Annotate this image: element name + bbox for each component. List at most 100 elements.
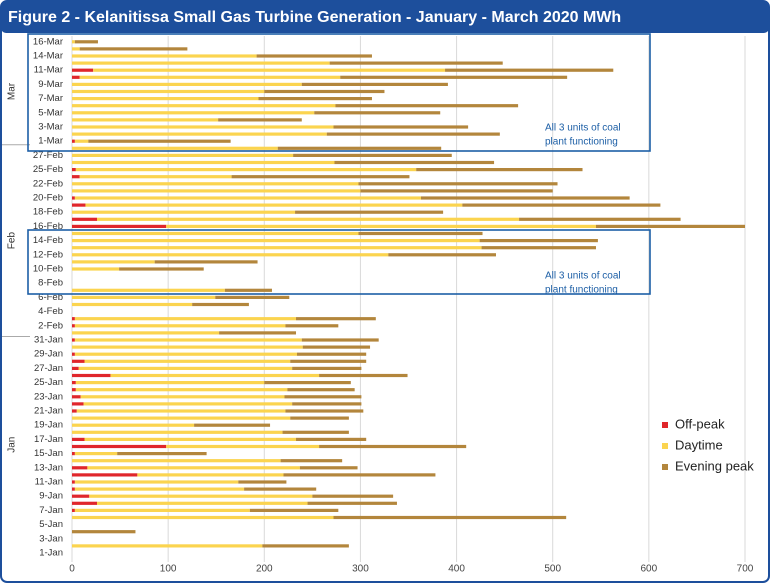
- x-tick-label: 300: [352, 564, 369, 575]
- bar-segment: [264, 89, 385, 94]
- y-tick-label: 7-Jan: [39, 505, 63, 516]
- bar-segment: [74, 352, 297, 356]
- y-tick-label: 27-Jan: [34, 363, 63, 374]
- bar-segment: [72, 253, 389, 257]
- bar-segment: [72, 196, 75, 200]
- legend-swatch: [662, 422, 668, 428]
- y-tick-label: 7-Mar: [38, 93, 63, 104]
- bar-segment: [72, 544, 263, 548]
- y-tick-label: 11-Jan: [35, 477, 63, 488]
- bar-segment: [296, 352, 367, 356]
- annotation: All 3 units of coal: [545, 123, 621, 134]
- bar-segment: [72, 473, 138, 477]
- bar-segment: [72, 416, 291, 420]
- bar-segment: [72, 217, 97, 221]
- bar-segment: [290, 359, 367, 363]
- y-tick-label: 23-Jan: [34, 391, 63, 402]
- x-tick-label: 400: [448, 564, 465, 575]
- bar-segment: [301, 82, 448, 86]
- bar-segment: [72, 246, 482, 250]
- bar-segment: [72, 501, 97, 505]
- bar-segment: [284, 395, 362, 399]
- bar-segment: [88, 139, 231, 143]
- x-tick-label: 100: [160, 564, 177, 575]
- bar-segment: [238, 480, 287, 484]
- bar-segment: [154, 260, 258, 264]
- bar-segment: [72, 324, 75, 328]
- bar-segment: [74, 487, 245, 491]
- bar-segment: [87, 466, 300, 470]
- bar-segment: [83, 402, 293, 406]
- bar-segment: [72, 75, 80, 79]
- bar-segment: [72, 132, 327, 136]
- y-tick-label: 3-Mar: [38, 122, 63, 133]
- bar-segment: [75, 388, 288, 392]
- y-tick-label: 9-Jan: [39, 491, 63, 502]
- bar-segment: [302, 345, 371, 349]
- bar-segment: [333, 125, 469, 129]
- y-tick-label: 9-Mar: [38, 79, 63, 90]
- bar-segment: [194, 423, 271, 427]
- bar-segment: [256, 54, 372, 58]
- bar-segment: [283, 473, 436, 477]
- bar-segment: [72, 153, 294, 157]
- bar-segment: [292, 402, 362, 406]
- bar-segment: [416, 168, 583, 172]
- bar-segment: [119, 267, 204, 271]
- bar-segment: [72, 182, 359, 186]
- bar-segment: [72, 444, 167, 449]
- bar-segment: [79, 47, 188, 51]
- x-tick-label: 700: [737, 564, 754, 575]
- bar-segment: [296, 317, 376, 321]
- bar-segment: [84, 359, 291, 363]
- bar-segment: [319, 373, 408, 378]
- bar-segment: [166, 444, 320, 449]
- bar-segment: [79, 175, 232, 179]
- y-tick-label: 16-Mar: [33, 36, 63, 47]
- y-tick-label: 27-Feb: [33, 150, 63, 161]
- y-tick-label: 18-Feb: [33, 207, 63, 218]
- x-tick-label: 0: [69, 564, 75, 575]
- bar-segment: [72, 409, 77, 413]
- bar-segment: [319, 444, 467, 449]
- group-label: Feb: [7, 232, 18, 250]
- y-tick-label: 22-Feb: [33, 178, 63, 189]
- bar-segment: [72, 352, 75, 356]
- bar-segment: [72, 82, 302, 86]
- y-tick-label: 8-Feb: [38, 278, 63, 289]
- bar-segment: [80, 395, 285, 399]
- y-tick-label: 25-Feb: [33, 164, 63, 175]
- y-tick-label: 15-Jan: [34, 448, 63, 459]
- bar-segment: [72, 295, 216, 299]
- bar-segment: [72, 89, 265, 94]
- x-tick-label: 600: [641, 564, 658, 575]
- bar-segment: [358, 182, 558, 186]
- bar-segment: [420, 196, 630, 200]
- bar-segment: [72, 508, 75, 512]
- bar-segment: [72, 388, 76, 392]
- bar-segment: [84, 437, 297, 441]
- group-label: Jan: [7, 437, 18, 453]
- bar-segment: [72, 111, 315, 115]
- bar-segment: [249, 508, 339, 512]
- bar-segment: [72, 302, 193, 307]
- bar-segment: [333, 515, 567, 520]
- bar-segment: [192, 302, 249, 307]
- bar-segment: [72, 175, 80, 179]
- y-tick-label: 3-Jan: [39, 533, 63, 544]
- bar-segment: [72, 373, 111, 378]
- y-tick-label: 14-Feb: [33, 235, 63, 246]
- bar-segment: [280, 459, 343, 463]
- chart-title: Figure 2 - Kelanitissa Small Gas Turbine…: [8, 9, 621, 26]
- bar-segment: [72, 203, 86, 207]
- bar-segment: [72, 40, 75, 44]
- y-tick-label: 1-Jan: [39, 548, 63, 559]
- bar-segment: [72, 47, 80, 51]
- y-tick-label: 2-Feb: [38, 320, 63, 331]
- bar-segment: [75, 381, 265, 385]
- bar-segment: [301, 338, 379, 342]
- bar-segment: [85, 203, 463, 207]
- annotation: All 3 units of coal: [545, 271, 621, 282]
